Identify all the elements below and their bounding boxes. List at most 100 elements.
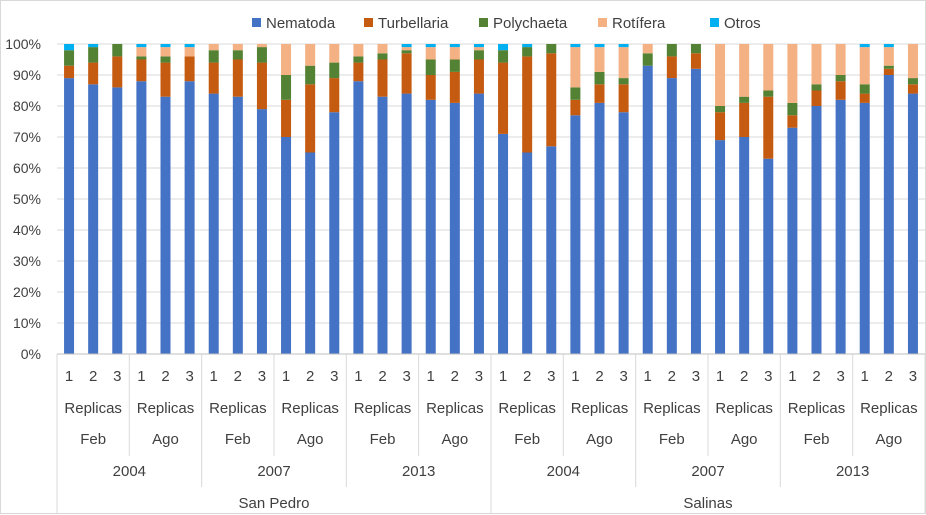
replicas-label: Replicas xyxy=(643,400,701,417)
bar-segment-polychaeta xyxy=(449,59,460,72)
year-label: 2013 xyxy=(836,463,869,480)
y-tick-label: 40% xyxy=(13,222,41,238)
y-tick-label: 30% xyxy=(13,253,41,269)
bar-segment-nematoda xyxy=(715,140,726,354)
replicate-label: 2 xyxy=(740,368,748,385)
year-label: 2013 xyxy=(402,463,435,480)
bar-segment-turbellaria xyxy=(594,84,605,103)
replicate-label: 3 xyxy=(330,368,338,385)
bar-segment-polychaeta xyxy=(907,78,918,85)
bar-segment-rotifera xyxy=(136,47,147,57)
bar-segment-turbellaria xyxy=(208,62,219,94)
month-label: Feb xyxy=(514,431,540,448)
x-axis: 1 2 3 1 2 3 1 2 3 1 2 3 1 2 3 1 2 3 1 2 3 1 2 3 1 2 3 1 2 3 1 2 3 1 2 3Repl… xyxy=(56,353,926,513)
bar-segment-nematoda xyxy=(642,65,653,354)
bar-segment-rotifera xyxy=(353,44,364,57)
year-label: 2007 xyxy=(257,463,290,480)
replicate-label: 2 xyxy=(89,368,97,385)
bar-segment-nematoda xyxy=(859,102,870,355)
bar-segment-polychaeta xyxy=(835,75,846,82)
replicate-label: 3 xyxy=(258,368,266,385)
replicate-label: 2 xyxy=(306,368,314,385)
bar-segment-polychaeta xyxy=(401,50,412,54)
bar-segment-rotifera xyxy=(329,44,340,63)
bar-segment-nematoda xyxy=(160,96,171,354)
bar-segment-rotifera xyxy=(715,44,726,106)
bar-segment-otros xyxy=(64,44,75,51)
bar-segment-nematoda xyxy=(281,137,292,354)
bar-segment-nematoda xyxy=(787,127,798,354)
bar-segment-nematoda xyxy=(883,75,894,354)
bar-segment-rotifera xyxy=(739,44,750,97)
bar-segment-nematoda xyxy=(763,158,774,354)
bar-segment-turbellaria xyxy=(883,68,894,75)
legend-swatch-rotifera xyxy=(598,18,607,27)
bar-segment-nematoda xyxy=(449,102,460,355)
bar-segment-turbellaria xyxy=(546,53,557,147)
replicate-label: 2 xyxy=(812,368,820,385)
bar-segment-polychaeta xyxy=(112,44,123,57)
bar-segment-turbellaria xyxy=(64,65,75,79)
replicate-label: 3 xyxy=(475,368,483,385)
bar-segment-turbellaria xyxy=(522,56,533,153)
bar-segment-turbellaria xyxy=(473,59,484,94)
bar-segment-polychaeta xyxy=(377,53,388,60)
bar-segment-otros xyxy=(88,44,99,48)
bar-segment-turbellaria xyxy=(570,99,581,116)
y-tick-label: 0% xyxy=(21,346,41,362)
replicate-label: 1 xyxy=(354,368,362,385)
bar-segment-otros xyxy=(449,44,460,48)
replicas-label: Replicas xyxy=(788,400,846,417)
y-axis: 0% 10% 20% 30% 40% 50% 60% 70% 80% 90% 100% xyxy=(5,36,41,362)
bar-segment-turbellaria xyxy=(305,84,316,153)
year-label: 2004 xyxy=(113,463,146,480)
bar-segment-nematoda xyxy=(522,152,533,354)
bar-segment-nematoda xyxy=(377,96,388,354)
replicate-label: 1 xyxy=(571,368,579,385)
bar-segment-rotifera xyxy=(184,47,195,57)
month-label: Feb xyxy=(659,431,685,448)
bar-segment-polychaeta xyxy=(232,50,243,60)
replicate-label: 1 xyxy=(644,368,652,385)
bar-segment-nematoda xyxy=(907,93,918,354)
bar-segment-turbellaria xyxy=(787,115,798,128)
bar-segment-polychaeta xyxy=(136,56,147,60)
bar-segment-polychaeta xyxy=(473,50,484,60)
month-label: Ago xyxy=(152,431,179,448)
bar-segment-nematoda xyxy=(208,93,219,354)
bar-segment-polychaeta xyxy=(594,71,605,85)
replicas-label: Replicas xyxy=(860,400,918,417)
replicate-label: 1 xyxy=(137,368,145,385)
replicas-label: Replicas xyxy=(571,400,629,417)
y-tick-label: 60% xyxy=(13,160,41,176)
bar-segment-polychaeta xyxy=(570,87,581,100)
bar-segment-rotifera xyxy=(377,44,388,54)
site-label: Salinas xyxy=(683,495,732,512)
bar-segment-polychaeta xyxy=(329,62,340,79)
y-tick-label: 70% xyxy=(13,129,41,145)
bar-segment-nematoda xyxy=(305,152,316,354)
bar-segment-nematoda xyxy=(88,84,99,355)
bar-segment-polychaeta xyxy=(353,56,364,63)
replicate-label: 1 xyxy=(716,368,724,385)
bar-segment-rotifera xyxy=(570,47,581,88)
bar-segment-rotifera xyxy=(618,47,629,79)
bar-segment-otros xyxy=(136,44,147,48)
replicate-label: 3 xyxy=(402,368,410,385)
bar-segment-nematoda xyxy=(594,102,605,355)
bar-segment-nematoda xyxy=(232,96,243,354)
bar-segment-polychaeta xyxy=(739,96,750,103)
bar-segment-otros xyxy=(570,44,581,48)
replicate-label: 3 xyxy=(836,368,844,385)
bar-segment-rotifera xyxy=(883,47,894,66)
bar-segment-turbellaria xyxy=(449,71,460,103)
replicate-label: 1 xyxy=(427,368,435,385)
replicate-label: 2 xyxy=(885,368,893,385)
replicas-label: Replicas xyxy=(715,400,773,417)
y-tick-label: 100% xyxy=(5,36,41,52)
replicas-label: Replicas xyxy=(137,400,195,417)
bar-segment-polychaeta xyxy=(160,56,171,63)
bar-segment-otros xyxy=(618,44,629,48)
bar-segment-turbellaria xyxy=(232,59,243,97)
